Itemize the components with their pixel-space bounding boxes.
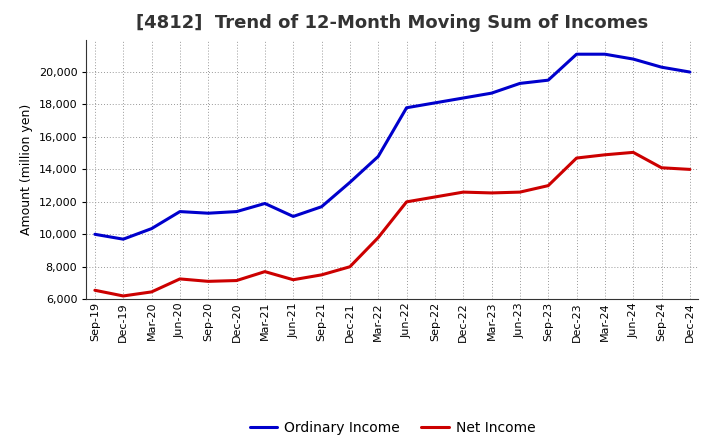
Line: Net Income: Net Income — [95, 152, 690, 296]
Net Income — [572, 155, 581, 161]
Ordinary Income — [176, 209, 184, 214]
Ordinary Income — [544, 77, 552, 83]
Net Income — [600, 152, 609, 158]
Net Income — [148, 289, 156, 294]
Ordinary Income — [657, 65, 666, 70]
Net Income — [544, 183, 552, 188]
Ordinary Income — [572, 51, 581, 57]
Net Income — [459, 190, 467, 195]
Net Income — [176, 276, 184, 282]
Net Income — [487, 190, 496, 195]
Net Income — [516, 190, 524, 195]
Line: Ordinary Income: Ordinary Income — [95, 54, 690, 239]
Ordinary Income — [346, 180, 354, 185]
Ordinary Income — [516, 81, 524, 86]
Net Income — [289, 277, 297, 282]
Ordinary Income — [148, 226, 156, 231]
Ordinary Income — [91, 231, 99, 237]
Ordinary Income — [431, 100, 439, 106]
Y-axis label: Amount (million yen): Amount (million yen) — [20, 104, 33, 235]
Net Income — [318, 272, 326, 278]
Net Income — [657, 165, 666, 170]
Ordinary Income — [318, 204, 326, 209]
Net Income — [204, 279, 212, 284]
Ordinary Income — [600, 51, 609, 57]
Ordinary Income — [402, 105, 411, 110]
Net Income — [629, 150, 637, 155]
Net Income — [91, 288, 99, 293]
Ordinary Income — [374, 154, 382, 159]
Net Income — [261, 269, 269, 274]
Ordinary Income — [233, 209, 241, 214]
Ordinary Income — [289, 214, 297, 219]
Ordinary Income — [119, 237, 127, 242]
Title: [4812]  Trend of 12-Month Moving Sum of Incomes: [4812] Trend of 12-Month Moving Sum of I… — [136, 15, 649, 33]
Net Income — [119, 293, 127, 299]
Legend: Ordinary Income, Net Income: Ordinary Income, Net Income — [244, 415, 541, 440]
Ordinary Income — [204, 211, 212, 216]
Net Income — [346, 264, 354, 269]
Net Income — [402, 199, 411, 205]
Ordinary Income — [685, 70, 694, 75]
Ordinary Income — [487, 91, 496, 96]
Ordinary Income — [261, 201, 269, 206]
Net Income — [431, 194, 439, 200]
Ordinary Income — [629, 56, 637, 62]
Net Income — [685, 167, 694, 172]
Net Income — [374, 235, 382, 240]
Ordinary Income — [459, 95, 467, 101]
Net Income — [233, 278, 241, 283]
